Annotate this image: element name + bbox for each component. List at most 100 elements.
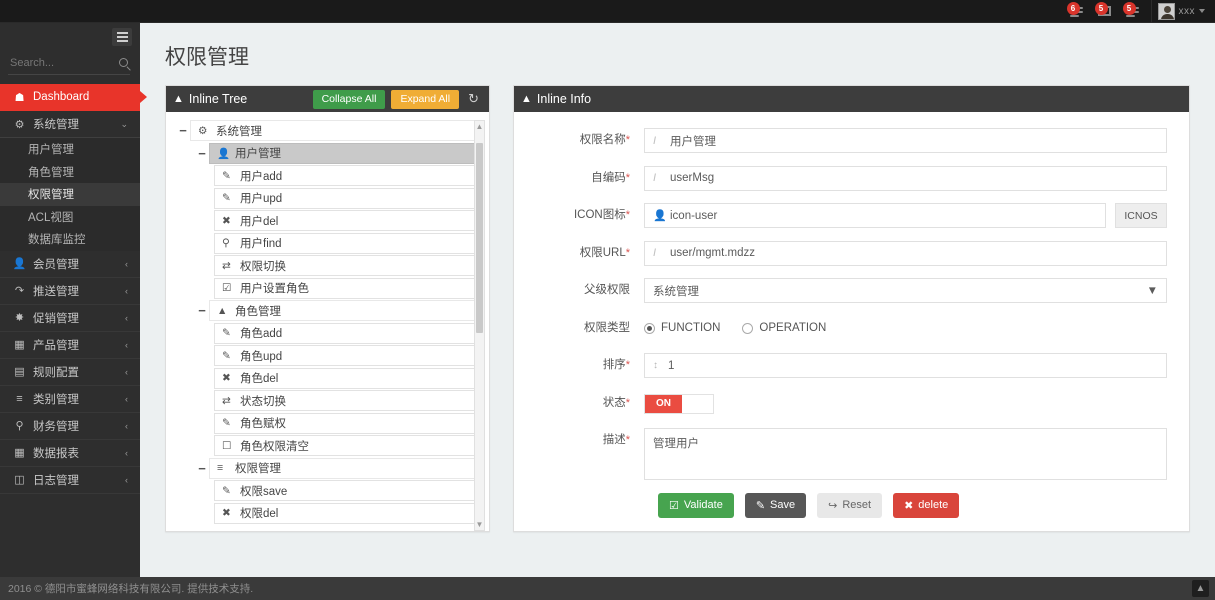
tree-node[interactable]: ✎ 角色add	[176, 322, 483, 344]
icon-input[interactable]	[668, 208, 1097, 223]
envelope-icon[interactable]: 5	[1091, 0, 1119, 23]
validate-button[interactable]: ☑ Validate	[658, 492, 734, 518]
tree-node[interactable]: ✖ 权限del	[176, 502, 483, 524]
desc-textarea[interactable]: 管理用户	[644, 428, 1167, 480]
chevron-up-icon[interactable]: ▲	[1192, 580, 1209, 597]
tree-scrollbar[interactable]: ▲ ▼	[474, 120, 485, 531]
tree-node[interactable]: ☑ 用户设置角色	[176, 277, 483, 299]
avatar	[1157, 2, 1175, 20]
scroll-up-icon[interactable]: ▲	[475, 122, 484, 131]
tree-node[interactable]: ✎ 角色赋权	[176, 412, 483, 434]
required-marker: *	[625, 134, 630, 146]
user-icon: 👤	[12, 258, 27, 270]
comments-badge: 5	[1122, 1, 1136, 15]
sidebar-item-log[interactable]: ◫ 日志管理 ‹	[0, 467, 140, 494]
field-name-label: 权限名称*	[536, 128, 644, 153]
tag-icon: ✸	[14, 312, 25, 324]
tree-node[interactable]: ⇄ 状态切换	[176, 390, 483, 411]
name-input-wrap[interactable]: I	[644, 128, 1167, 153]
collapse-toggle-icon[interactable]: −	[198, 460, 206, 476]
code-input[interactable]	[668, 171, 1158, 185]
sidebar-item-category[interactable]: ≡ 类别管理 ‹	[0, 386, 140, 413]
tree-node[interactable]: ✖ 用户del	[176, 210, 483, 231]
field-parent: 父级权限 系统管理 ▼	[536, 278, 1167, 303]
hamburger-icon[interactable]	[112, 28, 132, 46]
tree-body: − ⚙ 系统管理 − 👤 用户管理 ✎ 用户add ✎ 用户upd ✖ 用户del	[166, 112, 489, 531]
sidebar-item-system[interactable]: ⚙ 系统管理 ⌄	[0, 111, 140, 138]
collapse-toggle-icon[interactable]: −	[179, 123, 187, 138]
spinner-arrows-icon[interactable]: ↕	[653, 360, 658, 371]
sidebar-item-member[interactable]: 👤 会员管理 ‹	[0, 251, 140, 278]
tree-node[interactable]: − 👤 用户管理	[176, 142, 483, 164]
sidebar-item-report[interactable]: ▦ 数据报表 ‹	[0, 440, 140, 467]
sidebar-menu: ☗ Dashboard ⚙ 系统管理 ⌄ 用户管理 角色管理 权限管理 ACL视…	[0, 84, 147, 494]
tasks-badge: 6	[1066, 1, 1080, 15]
sidebar-top	[0, 23, 140, 51]
tree-node[interactable]: ✎ 用户upd	[176, 187, 483, 209]
tree-node[interactable]: − ≡ 权限管理	[176, 457, 483, 479]
sidebar-item-push[interactable]: ↷ 推送管理 ‹	[0, 278, 140, 305]
tree-node[interactable]: ✎ 权限save	[176, 480, 483, 501]
tree-node[interactable]: − ▲ 角色管理	[176, 300, 483, 321]
parent-select[interactable]: 系统管理 ▼	[644, 278, 1167, 303]
sidebar-subitem-permission[interactable]: 权限管理	[0, 183, 140, 206]
tree-node[interactable]: ✎ 角色upd	[176, 345, 483, 366]
collapse-all-button[interactable]: Collapse All	[312, 89, 386, 109]
sidebar-subitem-user[interactable]: 用户管理	[28, 144, 74, 157]
scroll-down-icon[interactable]: ▼	[475, 520, 484, 529]
radio-operation-label: OPERATION	[759, 322, 827, 334]
sidebar-item-product[interactable]: ▦ 产品管理 ‹	[0, 332, 140, 359]
save-button[interactable]: ✎ Save	[744, 492, 807, 518]
sidebar-search[interactable]	[8, 51, 130, 75]
tree-node[interactable]: ✎ 用户add	[176, 165, 483, 186]
field-code: 自编码* I	[536, 165, 1167, 191]
icon-input-wrap[interactable]: 👤	[644, 203, 1106, 228]
tree-node[interactable]: ✖ 角色del	[176, 367, 483, 389]
tasks-icon[interactable]: 6	[1063, 0, 1091, 23]
sidebar-item-dashboard[interactable]: ☗ Dashboard	[0, 84, 147, 111]
url-input[interactable]	[668, 246, 1158, 260]
search-icon[interactable]	[119, 58, 128, 67]
tree-node[interactable]: − ⚙ 系统管理	[176, 120, 483, 141]
check-square-icon: ☑	[222, 282, 232, 294]
field-order: 排序* ↕	[536, 353, 1167, 378]
name-input[interactable]	[668, 133, 1158, 148]
order-input[interactable]	[666, 358, 1158, 373]
field-status: 状态* ON	[536, 391, 1167, 416]
type-radio-group: FUNCTION OPERATION	[644, 316, 826, 341]
gears-icon: ⚙	[198, 124, 208, 137]
chevron-left-icon: ‹	[125, 258, 128, 269]
share-icon: ↷	[14, 285, 25, 297]
field-desc-label: 描述*	[536, 428, 644, 453]
sidebar-subitem-dbmonitor[interactable]: 数据库监控	[28, 234, 86, 247]
search-input[interactable]	[8, 55, 108, 70]
sidebar-item-promotion[interactable]: ✸ 促销管理 ‹	[0, 305, 140, 332]
tree-node[interactable]: ⚲ 用户find	[176, 232, 483, 254]
grid-icon: ▤	[14, 366, 25, 378]
order-spinner-wrap[interactable]: ↕	[644, 353, 1167, 378]
label-text: 自编码	[591, 171, 626, 184]
collapse-toggle-icon[interactable]: −	[198, 303, 206, 318]
collapse-toggle-icon[interactable]: −	[198, 145, 206, 161]
status-toggle[interactable]: ON	[644, 393, 714, 414]
url-input-wrap[interactable]: I	[644, 240, 1167, 266]
tree-node-label: 用户upd	[240, 193, 283, 205]
sidebar-item-rule[interactable]: ▤ 规则配置 ‹	[0, 359, 140, 386]
field-icon-label: ICON图标*	[536, 203, 644, 228]
tree-node[interactable]: ☐ 角色权限清空	[176, 435, 483, 456]
refresh-icon[interactable]: ↻	[468, 91, 479, 106]
user-menu[interactable]: xxx	[1150, 0, 1215, 23]
comments-icon[interactable]: 5	[1119, 0, 1147, 23]
sidebar-item-finance[interactable]: ⚲ 财务管理 ‹	[0, 413, 140, 440]
radio-operation[interactable]: OPERATION	[742, 322, 826, 334]
code-input-wrap[interactable]: I	[644, 165, 1167, 191]
scrollbar-thumb[interactable]	[476, 143, 483, 333]
expand-all-button[interactable]: Expand All	[391, 89, 460, 109]
sidebar-subitem-role[interactable]: 角色管理	[28, 166, 74, 179]
radio-function[interactable]: FUNCTION	[644, 322, 720, 334]
icnos-button[interactable]: ICNOS	[1115, 203, 1167, 228]
delete-button[interactable]: ✖ delete	[893, 492, 960, 518]
reset-button[interactable]: ↪ Reset	[817, 492, 883, 518]
sidebar-subitem-acl[interactable]: ACL视图	[28, 211, 74, 224]
tree-node[interactable]: ⇄ 权限切换	[176, 255, 483, 276]
